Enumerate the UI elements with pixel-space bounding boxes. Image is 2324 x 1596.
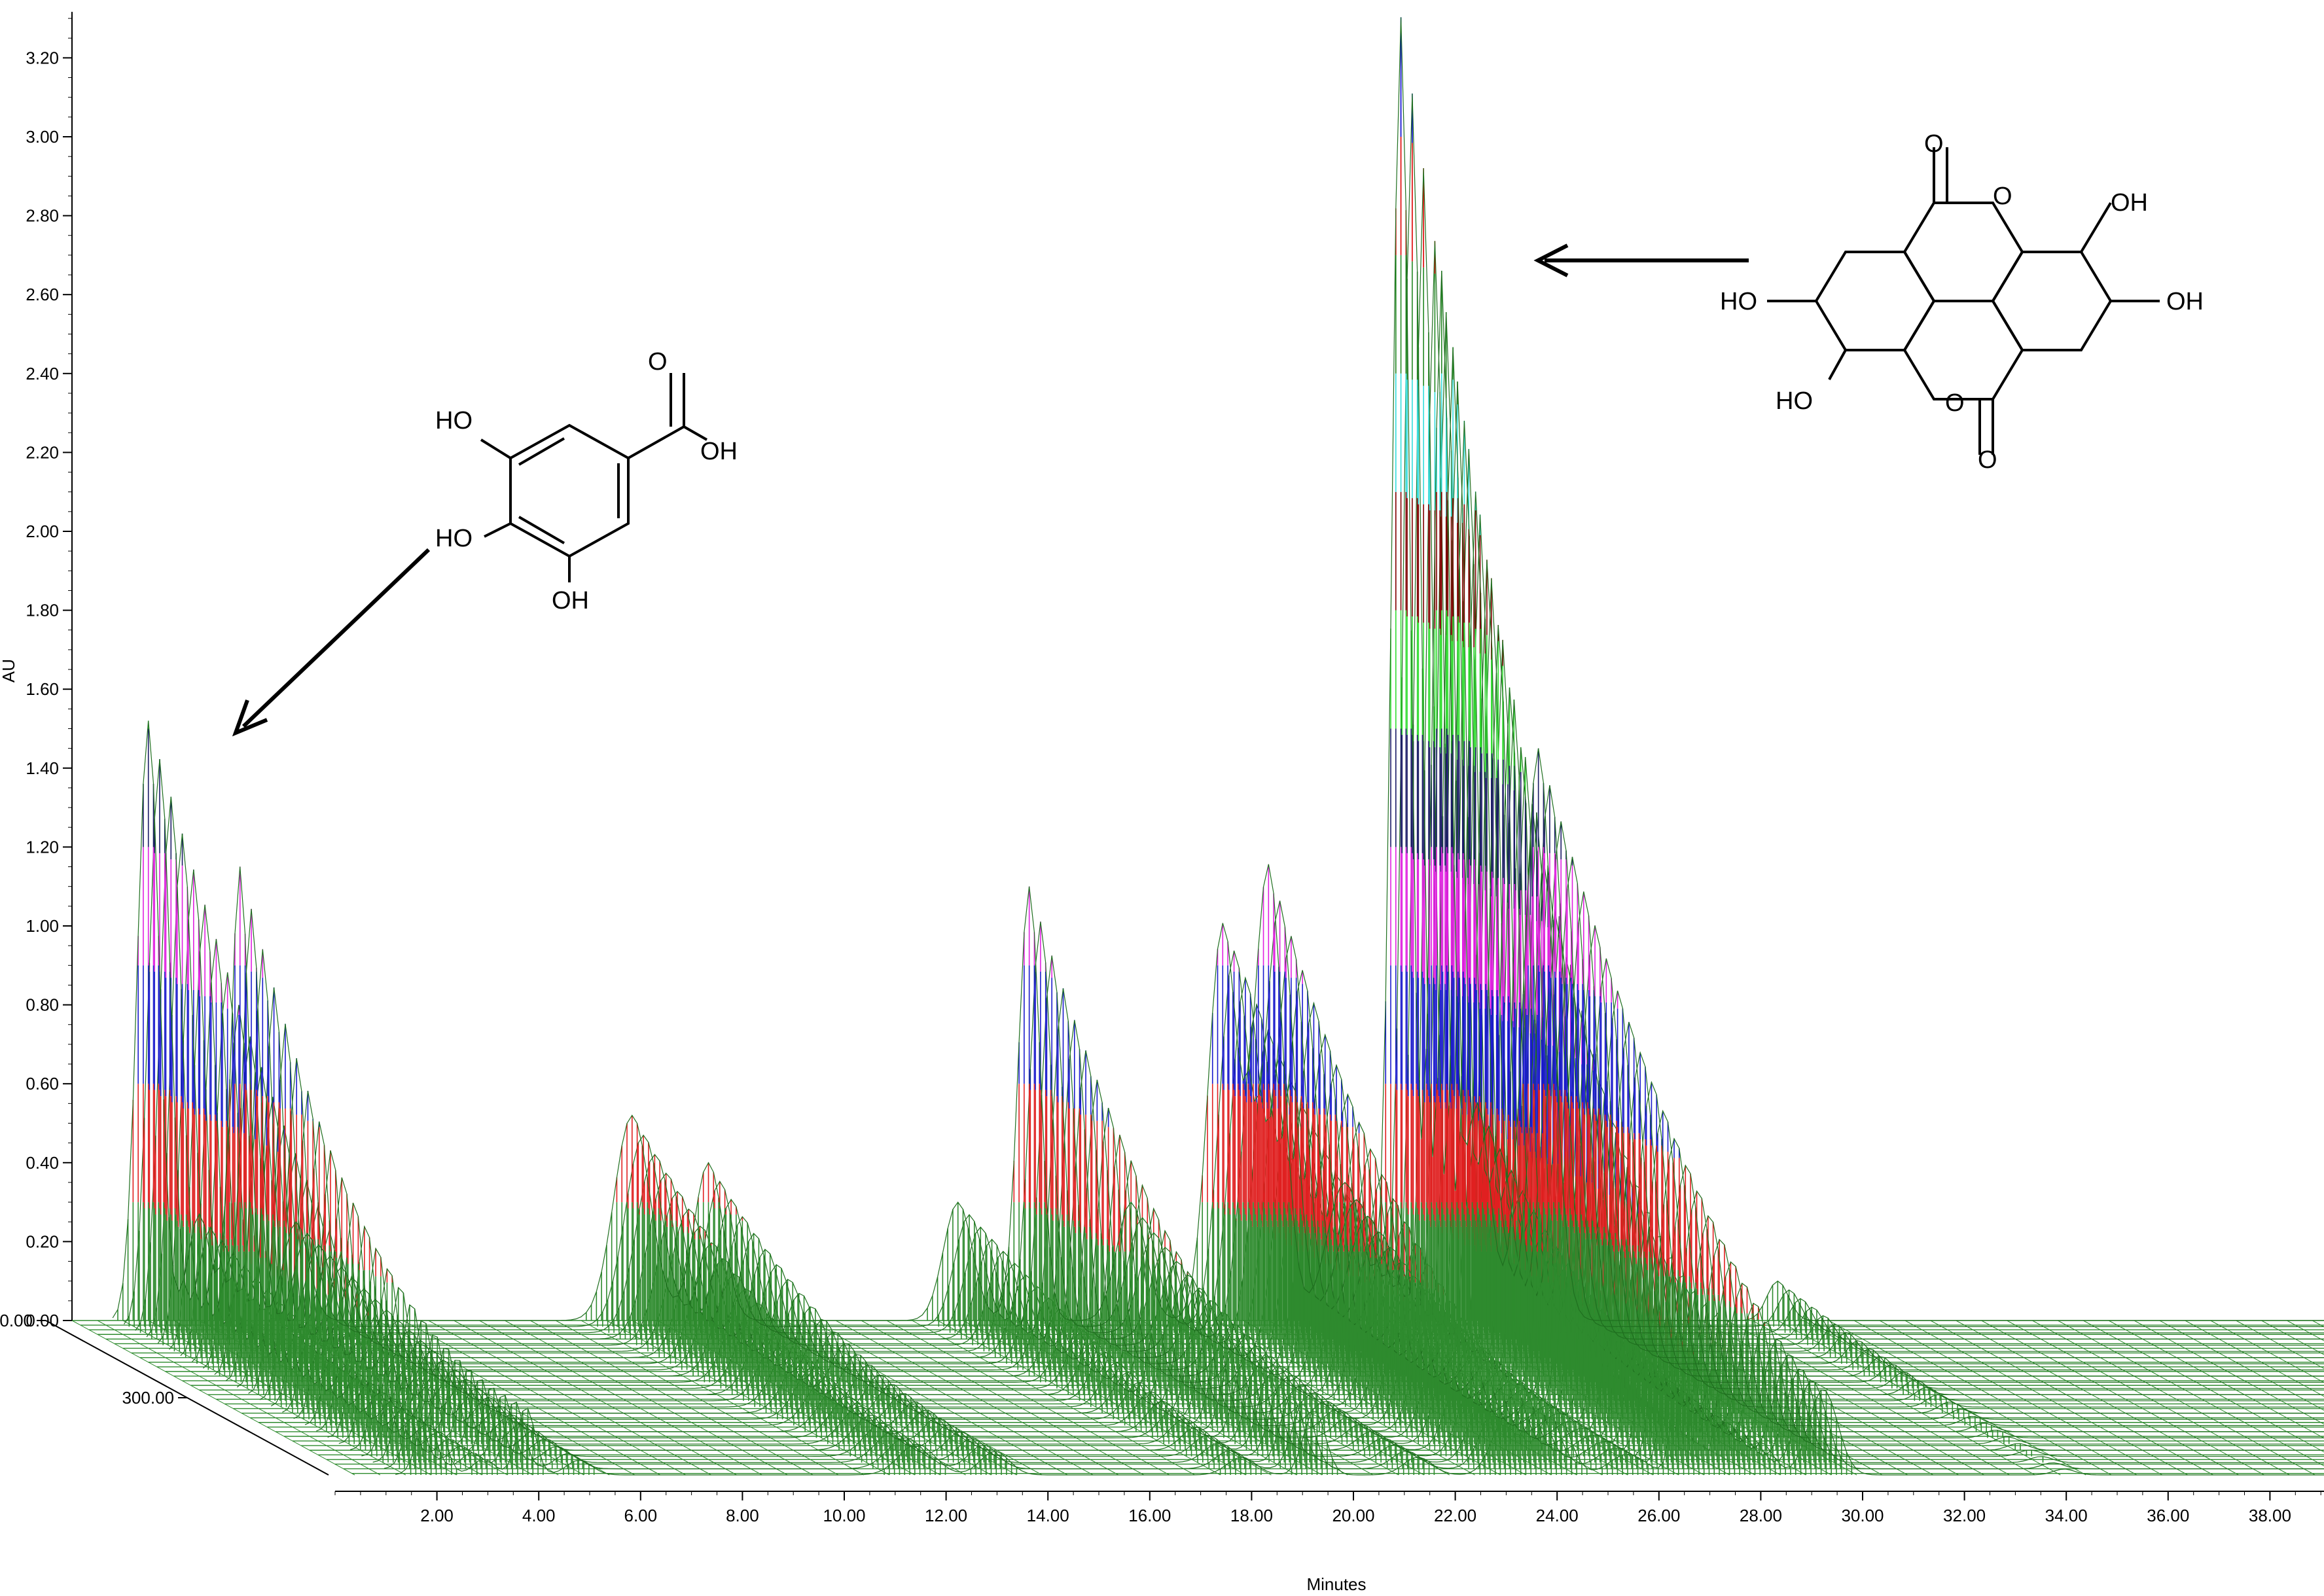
floor-time-line bbox=[1853, 1320, 2137, 1476]
floor-time-line bbox=[1828, 1320, 2112, 1476]
floor-time-line bbox=[479, 1320, 762, 1476]
floor-time-line bbox=[1904, 1320, 2189, 1476]
floor-time-line bbox=[529, 1320, 813, 1476]
floor-time-line bbox=[1930, 1320, 2213, 1476]
floor-time-line bbox=[1726, 1320, 2010, 1476]
floor-time-line bbox=[377, 1320, 661, 1476]
slice-outline bbox=[169, 381, 2324, 1352]
floor-time-line bbox=[505, 1320, 788, 1476]
floor-time-line bbox=[555, 1320, 839, 1476]
floor-time-line bbox=[1778, 1320, 2061, 1476]
floor-time-line bbox=[454, 1320, 737, 1476]
slice-outline bbox=[214, 639, 2324, 1377]
floor-time-line bbox=[835, 1320, 1119, 1476]
floor-time-line bbox=[1981, 1320, 2264, 1476]
floor-time-line bbox=[1956, 1320, 2239, 1476]
floor-time-line bbox=[2032, 1320, 2315, 1476]
floor-time-line bbox=[861, 1320, 1145, 1476]
floor-time-line bbox=[2159, 1320, 2324, 1411]
floor-time-line bbox=[2236, 1320, 2324, 1370]
floor-time-line bbox=[2210, 1320, 2324, 1383]
floor-time-line bbox=[428, 1320, 711, 1476]
floor-time-line bbox=[2108, 1320, 2324, 1439]
spectrum-surface bbox=[112, 17, 2324, 1476]
floor-time-line bbox=[810, 1320, 1094, 1476]
floor-time-line bbox=[606, 1320, 890, 1476]
floor-time-line bbox=[2007, 1320, 2290, 1476]
slice-outline bbox=[203, 578, 2324, 1371]
floor-time-line bbox=[2083, 1320, 2324, 1453]
floor-time-line bbox=[2057, 1320, 2324, 1466]
floor-time-line bbox=[122, 1320, 406, 1476]
floor-time-line bbox=[912, 1320, 1195, 1476]
floor-time-line bbox=[1879, 1320, 2163, 1476]
spectral-slice bbox=[248, 812, 2324, 1395]
slice-outline bbox=[180, 449, 2324, 1358]
floor-time-line bbox=[402, 1320, 686, 1476]
slice-outline bbox=[236, 756, 2324, 1389]
floor-time-line bbox=[886, 1320, 1170, 1476]
floor-time-line bbox=[2185, 1320, 2324, 1397]
slice-outline bbox=[338, 1167, 2324, 1445]
floor-time-line bbox=[2261, 1320, 2324, 1355]
floor-time-line bbox=[71, 1320, 355, 1476]
floor-time-line bbox=[2134, 1320, 2324, 1425]
floor-time-line bbox=[581, 1320, 865, 1476]
floor-time-line bbox=[937, 1320, 1221, 1476]
floor-time-line bbox=[97, 1320, 381, 1476]
slice-outline bbox=[225, 699, 2324, 1383]
floor-time-line bbox=[1752, 1320, 2035, 1476]
